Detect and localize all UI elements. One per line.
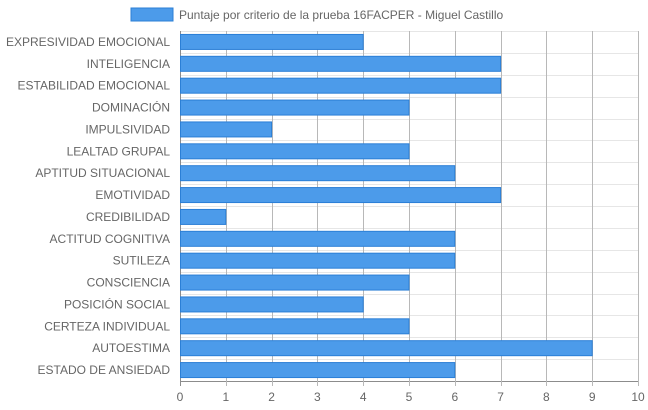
chart-container: Puntaje por criterio de la prueba 16FACP…: [0, 0, 648, 410]
category-label: CREDIBILIDAD: [86, 210, 170, 224]
x-tick-label: 9: [589, 390, 596, 404]
x-tick-label: 2: [268, 390, 275, 404]
bar[interactable]: [181, 100, 410, 115]
category-label: ESTABILIDAD EMOCIONAL: [18, 79, 171, 93]
bar[interactable]: [181, 253, 455, 268]
bar[interactable]: [181, 231, 455, 246]
category-label: DOMINACIÓN: [92, 100, 170, 115]
bar[interactable]: [181, 78, 501, 93]
category-label: CERTEZA INDIVIDUAL: [44, 319, 170, 333]
x-tick-labels: 0 1 2 3 4 5 6 7 8 9 10: [177, 390, 645, 404]
bar[interactable]: [181, 209, 226, 224]
bar[interactable]: [181, 341, 593, 356]
category-label: ACTITUD COGNITIVA: [50, 232, 170, 246]
bar[interactable]: [181, 34, 364, 49]
bar[interactable]: [181, 56, 501, 71]
bar-chart: Puntaje por criterio de la prueba 16FACP…: [0, 0, 648, 410]
x-tick-label: 5: [406, 390, 413, 404]
x-tick-label: 8: [543, 390, 550, 404]
legend-swatch: [131, 8, 173, 21]
category-label: ESTADO DE ANSIEDAD: [38, 363, 171, 377]
x-tick-label: 4: [360, 390, 367, 404]
bar[interactable]: [181, 275, 410, 290]
legend[interactable]: Puntaje por criterio de la prueba 16FACP…: [131, 8, 503, 22]
x-tick-label: 1: [222, 390, 229, 404]
x-tick-label: 0: [177, 390, 184, 404]
category-label: CONSCIENCIA: [87, 276, 170, 290]
bar[interactable]: [181, 363, 455, 378]
category-label: LEALTAD GRUPAL: [67, 144, 171, 158]
bar[interactable]: [181, 188, 501, 203]
category-label: EMOTIVIDAD: [95, 188, 170, 202]
bar[interactable]: [181, 144, 410, 159]
x-tick-label: 7: [497, 390, 504, 404]
category-label: SUTILEZA: [113, 254, 170, 268]
category-labels: EXPRESIVIDAD EMOCIONAL INTELIGENCIA ESTABI…: [6, 35, 170, 377]
legend-label: Puntaje por criterio de la prueba 16FACP…: [179, 8, 503, 22]
bar[interactable]: [181, 319, 410, 334]
category-label: EXPRESIVIDAD EMOCIONAL: [6, 35, 170, 49]
x-tick-label: 10: [631, 390, 645, 404]
bar[interactable]: [181, 166, 455, 181]
category-label: APTITUD SITUACIONAL: [35, 166, 170, 180]
category-label: POSICIÓN SOCIAL: [64, 296, 170, 311]
category-label: AUTOESTIMA: [92, 341, 170, 355]
x-tick-label: 6: [451, 390, 458, 404]
category-label: INTELIGENCIA: [87, 57, 170, 71]
category-label: IMPULSIVIDAD: [85, 122, 170, 136]
x-tick-label: 3: [314, 390, 321, 404]
bar[interactable]: [181, 297, 364, 312]
bar[interactable]: [181, 122, 272, 137]
